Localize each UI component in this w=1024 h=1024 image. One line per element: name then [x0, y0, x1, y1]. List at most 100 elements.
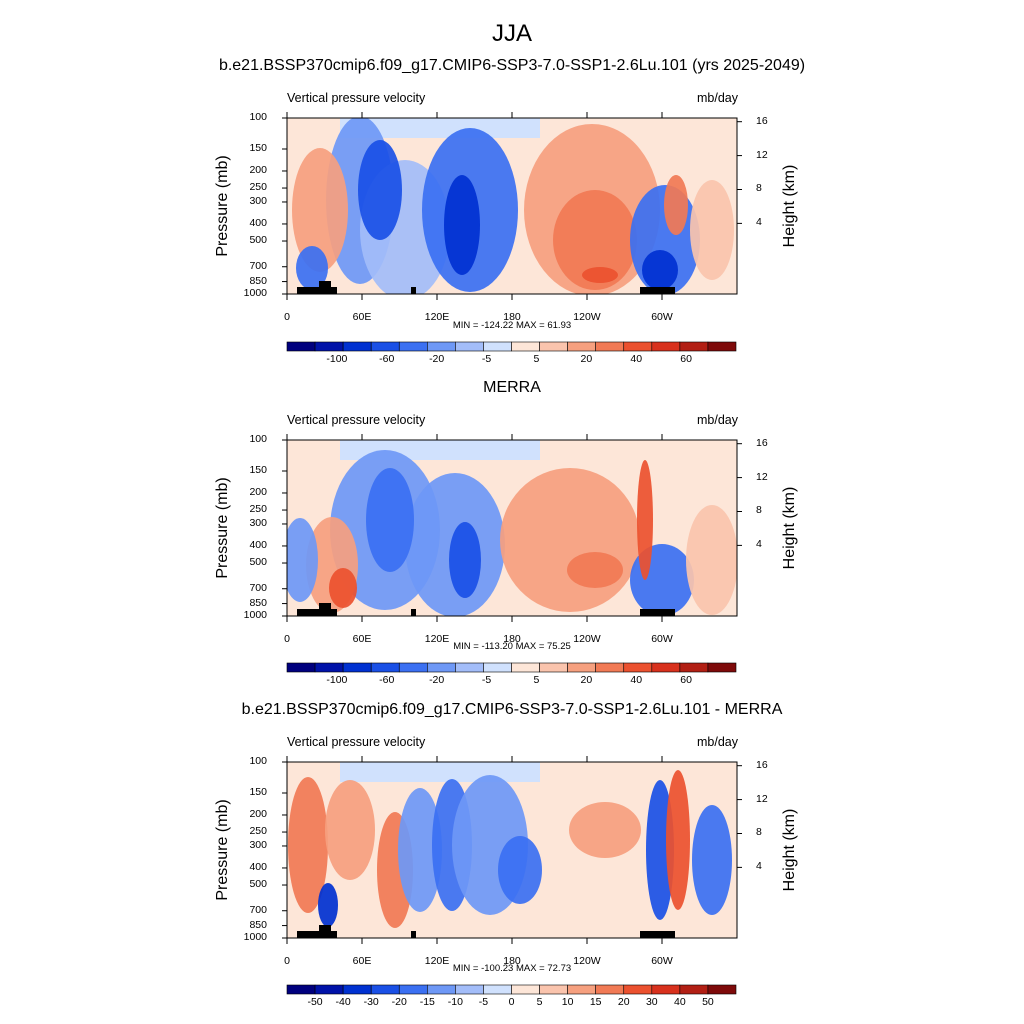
- y-right-tick-label: 12: [756, 792, 768, 805]
- y-left-tick-label: 100: [249, 111, 267, 123]
- colorbar-label: -20: [429, 674, 445, 686]
- y-left-axis-label: Pressure (mb): [214, 799, 231, 901]
- colorbar-label: 40: [630, 353, 643, 365]
- min-max-label: MIN = -113.20 MAX = 75.25: [453, 641, 571, 652]
- field-contour: [567, 552, 623, 588]
- field-contour: [292, 148, 348, 272]
- y-right-tick-label: 8: [756, 504, 762, 517]
- topography: [319, 925, 331, 938]
- field-contour: [358, 140, 402, 240]
- y-right-tick-label: 16: [756, 114, 768, 127]
- colorbar-swatch: [455, 662, 484, 673]
- panel-units-label: mb/day: [697, 735, 738, 749]
- panel-variable-label: Vertical pressure velocity: [287, 735, 426, 749]
- field-contour: [569, 802, 641, 858]
- colorbar-swatch: [707, 984, 737, 995]
- y-right-tick-label: 16: [756, 758, 768, 771]
- y-left-tick-label: 200: [249, 163, 267, 176]
- y-left-tick-label: 700: [249, 259, 267, 272]
- y-left-tick-label: 850: [249, 596, 267, 609]
- colorbar-label: 5: [533, 353, 540, 365]
- colorbar-label: 5: [533, 674, 540, 686]
- colorbar-swatch: [595, 984, 625, 995]
- topography: [319, 603, 331, 616]
- colorbar-swatch: [539, 341, 568, 352]
- y-left-tick-label: 200: [249, 807, 267, 820]
- colorbar-swatch: [314, 662, 344, 673]
- colorbar-swatch: [595, 662, 625, 673]
- colorbar-swatch: [623, 984, 653, 995]
- colorbar-swatch: [342, 662, 372, 673]
- y-left-tick-label: 150: [249, 141, 267, 154]
- colorbar-swatch: [314, 341, 344, 352]
- y-left-tick-label: 150: [249, 785, 267, 798]
- colorbar-label: 40: [674, 996, 686, 1008]
- y-right-tick-label: 8: [756, 826, 762, 839]
- shaded-field: [287, 440, 737, 616]
- x-tick-label: 60E: [352, 633, 372, 645]
- colorbar-swatch: [651, 662, 681, 673]
- field-contour: [498, 836, 542, 904]
- x-tick-label: 60E: [352, 955, 372, 967]
- colorbar-swatch: [398, 662, 428, 673]
- colorbar-label: -60: [379, 353, 395, 365]
- colorbar-label: 10: [561, 996, 574, 1008]
- shaded-field: [287, 118, 737, 294]
- field-contour: [366, 468, 414, 572]
- y-left-tick-label: 400: [249, 538, 267, 551]
- y-right-tick-label: 16: [756, 436, 768, 449]
- topography: [319, 281, 331, 294]
- y-right-tick-label: 8: [756, 182, 762, 195]
- field-contour: [398, 788, 442, 912]
- y-left-tick-label: 700: [249, 903, 267, 916]
- topography: [411, 931, 416, 938]
- colorbar-label: 60: [680, 353, 692, 365]
- x-tick-label: 60W: [651, 311, 673, 323]
- topography: [411, 609, 416, 616]
- x-tick-label: 180: [503, 955, 521, 967]
- y-left-tick-label: 100: [249, 433, 267, 445]
- colorbar-label: -10: [447, 996, 463, 1008]
- y-left-tick-label: 1000: [243, 931, 267, 943]
- y-left-tick-label: 1000: [243, 609, 267, 621]
- topography: [640, 931, 675, 938]
- x-tick-label: 120E: [424, 955, 450, 967]
- colorbar-swatch: [314, 984, 344, 995]
- colorbar-swatch: [370, 984, 400, 995]
- field-contour: [444, 175, 480, 275]
- colorbar-label: 15: [589, 996, 602, 1008]
- colorbar-label: -5: [478, 996, 489, 1008]
- colorbar-swatch: [511, 341, 540, 352]
- colorbar-label: -5: [481, 353, 492, 365]
- colorbar-swatch: [567, 984, 596, 995]
- colorbar-swatch: [455, 341, 484, 352]
- colorbar-swatch: [483, 341, 512, 352]
- field-contour: [664, 175, 688, 235]
- colorbar-label: -20: [391, 996, 407, 1008]
- colorbar-label: 20: [580, 353, 593, 365]
- field-contour: [686, 505, 737, 615]
- colorbar-label: 50: [702, 996, 714, 1008]
- colorbar-swatch: [455, 984, 484, 995]
- field-contour: [329, 568, 357, 608]
- field-contour: [325, 780, 375, 880]
- field-contour: [296, 246, 328, 290]
- colorbar-swatch: [370, 341, 400, 352]
- field-contour: [449, 522, 481, 598]
- x-tick-label: 180: [503, 633, 521, 645]
- panel-variable-label: Vertical pressure velocity: [287, 413, 426, 427]
- x-tick-label: 0: [284, 955, 290, 967]
- x-tick-label: 60E: [352, 311, 372, 323]
- topography: [640, 287, 675, 294]
- panel-title: b.e21.BSSP370cmip6.f09_g17.CMIP6-SSP3-7.…: [218, 57, 806, 74]
- y-left-axis-label: Pressure (mb): [214, 155, 231, 257]
- y-left-tick-label: 500: [249, 556, 267, 569]
- y-left-tick-label: 300: [249, 838, 267, 851]
- y-left-tick-label: 700: [249, 581, 267, 594]
- y-right-tick-label: 12: [756, 148, 768, 161]
- colorbar-label: -15: [419, 996, 435, 1008]
- colorbar-swatch: [623, 341, 653, 352]
- colorbar-swatch: [286, 662, 316, 673]
- y-left-tick-label: 100: [249, 755, 267, 767]
